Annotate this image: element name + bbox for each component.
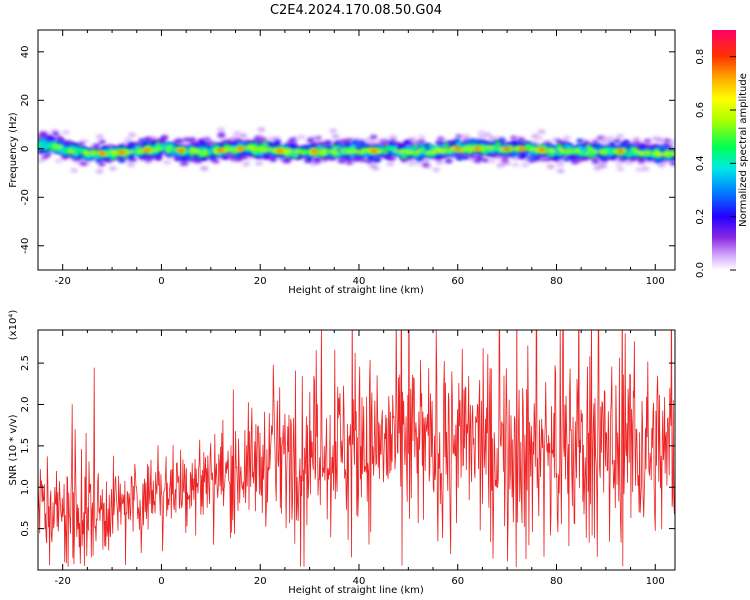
snr-frame [37,329,676,571]
snr-ytick-label: 2.0 [20,397,31,413]
colorbar-tick-label: 0.8 [695,49,706,65]
snr-multiplier: (x10⁴) [8,310,19,341]
snr-panel: -20 0 20 40 60 80 100 0.5 1.0 1.5 2.0 2.5 Height of… [8,310,676,596]
spectrogram-ticks: -20 0 20 40 60 80 100 -40 -20 0 20 40 [20,30,675,287]
spectrogram-ytick-label: -20 [20,189,31,205]
snr-ytick-label: 0.5 [20,521,31,537]
colorbar-tick-label: 0.6 [695,102,706,118]
spectrogram-ytick-label: -40 [20,238,31,254]
snr-series-line [38,330,675,568]
heat-hotspots [97,146,626,156]
spectrogram-xtick-label: 0 [158,276,164,287]
colorbar-tick-label: 0.4 [695,155,706,171]
spectrogram-xtick-label: 100 [646,276,665,287]
colorbar-tick-label: 0.0 [695,262,706,278]
snr-ylabel: SNR (10 * v/v) [8,414,19,485]
spectrogram-frame [37,29,676,271]
spectrogram-xtick-label: -20 [55,276,71,287]
colorbar-label: Normalized spectral amplitude [738,73,749,227]
spectrogram-ytick-label: 0 [20,146,31,152]
snr-xtick-label: 0 [158,576,164,587]
snr-xtick-label: 80 [550,576,563,587]
snr-xtick-label: -20 [55,576,71,587]
spectrogram-xtick-label: 80 [550,276,563,287]
spectrogram-xlabel: Height of straight line (km) [288,285,424,296]
colorbar-tick-label: 0.2 [695,209,706,225]
spectrogram-heatmap [38,127,675,174]
snr-xtick-label: 100 [646,576,665,587]
snr-ytick-label: 2.5 [20,355,31,371]
snr-ticks: -20 0 20 40 60 80 100 0.5 1.0 1.5 2.0 2.5 [20,330,675,587]
snr-xtick-label: 60 [451,576,464,587]
spectrogram-xtick-label: 40 [353,276,366,287]
snr-ytick-label: 1.0 [20,479,31,495]
spectrogram-ytick-label: 20 [20,94,31,107]
chart-title: C2E4.2024.170.08.50.G04 [270,3,442,18]
spectrogram-xtick-label: 20 [254,276,267,287]
colorbar-ticks: 0.0 0.2 0.4 0.6 0.8 [695,49,736,278]
snr-xlabel: Height of straight line (km) [288,585,424,596]
spectrogram-panel: -20 0 20 40 60 80 100 -40 -20 0 20 40 Height of str… [8,29,676,296]
spectrogram-ylabel: Frequency (Hz) [8,112,19,188]
colorbar-gradient [712,30,736,270]
snr-ytick-label: 1.5 [20,438,31,454]
snr-xtick-label: 40 [353,576,366,587]
amplitude-colorbar: 0.0 0.2 0.4 0.6 0.8 Normalized spectral ampl… [695,30,749,278]
spectrogram-xtick-label: 60 [451,276,464,287]
snr-xtick-label: 20 [254,576,267,587]
spectrogram-ytick-label: 40 [20,45,31,58]
